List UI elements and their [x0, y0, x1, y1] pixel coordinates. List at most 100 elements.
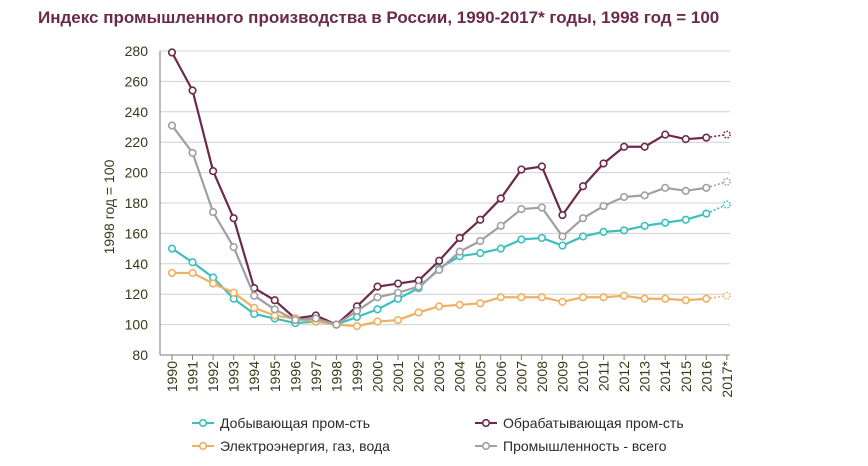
- data-point: [270, 305, 279, 314]
- data-point: [291, 315, 300, 325]
- data-point: [373, 317, 382, 326]
- data-point: [517, 204, 526, 214]
- x-tick-label: 2000: [370, 361, 386, 392]
- data-point: [373, 305, 382, 314]
- y-axis-label: 1998 год = 100: [101, 159, 117, 254]
- data-point: [681, 186, 690, 195]
- data-point: [435, 256, 444, 265]
- legend-label: Промышленность - всего: [503, 438, 667, 454]
- data-point: [476, 249, 485, 258]
- data-point: [496, 293, 505, 302]
- data-point: [681, 296, 690, 305]
- data-point: [414, 308, 423, 317]
- data-point: [640, 142, 649, 151]
- x-tick-label: 2001: [390, 361, 406, 392]
- y-tick-label: 220: [125, 134, 149, 150]
- y-tick-label: 180: [125, 195, 149, 211]
- data-point: [681, 135, 690, 144]
- data-point: [476, 215, 485, 224]
- x-tick-label: 2017*: [719, 360, 735, 397]
- data-point: [558, 232, 567, 241]
- data-point: [435, 302, 444, 311]
- data-point: [373, 282, 382, 291]
- x-tick-label: 1996: [287, 361, 303, 392]
- data-point: [722, 200, 731, 209]
- x-tick-label: 2004: [452, 361, 468, 392]
- data-point: [640, 191, 649, 200]
- x-tick-label: 1997: [308, 361, 324, 392]
- data-point: [414, 282, 423, 291]
- legend-marker: [481, 418, 491, 428]
- data-point: [188, 86, 197, 95]
- x-tick-label: 2011: [596, 361, 612, 391]
- data-point: [722, 291, 731, 300]
- data-point: [640, 221, 649, 230]
- grid-lines: [160, 50, 730, 356]
- x-tick-label: 2002: [411, 361, 427, 392]
- data-point: [661, 130, 670, 139]
- data-point: [619, 192, 629, 202]
- data-point: [229, 214, 238, 223]
- data-point: [558, 211, 567, 220]
- data-point: [311, 314, 320, 323]
- x-tick-label: 1990: [164, 361, 180, 392]
- legend-label: Электроэнергия, газ, вода: [220, 438, 390, 454]
- x-tick-label: 2014: [657, 361, 673, 392]
- y-tick-label: 280: [125, 43, 149, 59]
- data-point: [722, 177, 731, 186]
- x-tick-label: 2010: [575, 361, 591, 392]
- data-point: [393, 279, 403, 288]
- data-point: [537, 293, 547, 302]
- data-point: [393, 288, 403, 297]
- data-point: [167, 48, 177, 57]
- legend-label: Обрабатывающая пром-сть: [503, 415, 684, 431]
- data-point: [537, 203, 547, 212]
- x-tick-label: 1999: [349, 361, 365, 392]
- data-point: [435, 265, 444, 274]
- x-tick-label: 2005: [472, 361, 488, 392]
- data-point: [352, 306, 362, 316]
- series-line: [171, 51, 707, 326]
- data-point: [455, 300, 464, 309]
- data-point: [702, 133, 711, 142]
- data-point: [578, 232, 588, 241]
- data-point: [619, 142, 629, 151]
- data-point: [496, 244, 505, 253]
- data-point: [599, 159, 608, 168]
- x-tick-label: 2007: [513, 361, 529, 392]
- data-point: [558, 241, 567, 250]
- data-point: [188, 148, 197, 157]
- data-point: [578, 214, 588, 223]
- x-tick-label: 1998: [328, 361, 344, 392]
- data-point: [702, 183, 711, 192]
- data-point: [722, 130, 731, 139]
- x-tick-label: 2012: [616, 361, 632, 392]
- data-point: [496, 194, 505, 203]
- y-tick-label: 80: [132, 347, 148, 363]
- y-tick-label: 260: [125, 73, 149, 89]
- x-tick-label: 1993: [226, 361, 242, 392]
- data-point: [476, 299, 485, 308]
- x-tick-label: 2003: [431, 361, 447, 392]
- data-point: [188, 268, 197, 278]
- y-tick-label: 120: [125, 286, 149, 302]
- data-point: [167, 244, 177, 253]
- y-tick-label: 160: [125, 225, 149, 241]
- x-tick-label: 1992: [205, 361, 221, 392]
- data-point: [455, 247, 464, 256]
- data-point: [517, 293, 526, 302]
- data-point: [661, 294, 670, 303]
- legend-marker: [481, 441, 491, 451]
- data-point: [455, 233, 464, 243]
- data-point: [476, 236, 485, 246]
- chart-title: Индекс промышленного производства в Росс…: [38, 8, 720, 27]
- data-point: [517, 165, 526, 174]
- y-tick-label: 100: [125, 317, 149, 333]
- data-point: [599, 293, 608, 302]
- data-point: [209, 208, 218, 217]
- data-point: [661, 218, 670, 227]
- data-point: [640, 294, 649, 303]
- data-point: [209, 166, 218, 176]
- data-point: [517, 235, 526, 244]
